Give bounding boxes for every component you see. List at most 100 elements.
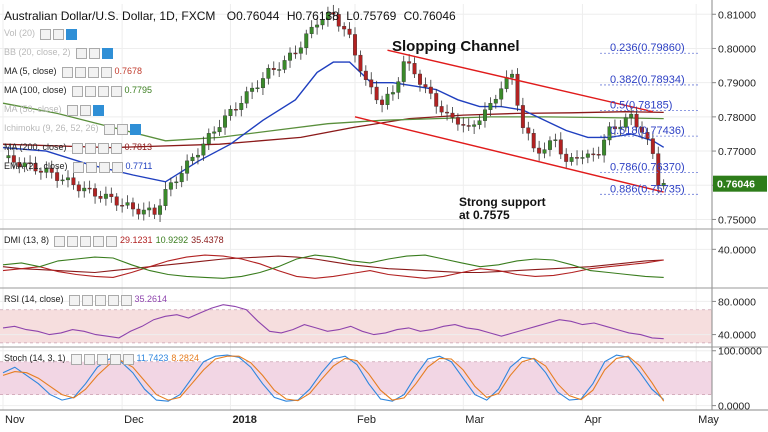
candle-body [407, 61, 412, 64]
candle-body [136, 208, 141, 215]
indicator-controls [60, 66, 112, 78]
fib-level-label: 0.5(0.78185) [610, 100, 672, 112]
indicator-row[interactable]: MA (5, close) 0.7678 [4, 65, 142, 78]
settings-icon[interactable] [75, 47, 87, 59]
settings-icon[interactable] [100, 66, 112, 78]
candle-body [537, 147, 542, 154]
candle-body [195, 154, 200, 158]
candle-body [141, 209, 146, 215]
settings-icon[interactable] [110, 85, 122, 97]
support-annotation-line2: at 0.7575 [459, 208, 510, 222]
settings-icon[interactable] [85, 161, 97, 173]
panel-indicator-name: DMI (13, 8) [4, 235, 50, 245]
candle-body [6, 155, 11, 159]
candle-body [564, 153, 569, 162]
settings-icon[interactable] [71, 85, 83, 97]
settings-icon[interactable] [70, 353, 82, 365]
visibility-toggle-icon[interactable] [129, 123, 141, 135]
settings-icon[interactable] [81, 294, 93, 306]
settings-icon[interactable] [97, 142, 109, 154]
settings-icon[interactable] [97, 85, 109, 97]
visibility-toggle-icon[interactable] [101, 47, 113, 59]
panel-indicator-value: 29.1231 [120, 235, 153, 245]
settings-icon[interactable] [53, 28, 65, 40]
x-tick-label: Apr [584, 414, 601, 426]
panel-tick-label: 80.0000 [718, 296, 756, 308]
candle-body [125, 202, 130, 206]
settings-icon[interactable] [96, 353, 108, 365]
x-tick-label: 2018 [232, 414, 256, 426]
indicator-row[interactable]: MA (50, close) [4, 103, 104, 116]
indicator-row[interactable]: Ichimoku (9, 26, 52, 26) [4, 122, 141, 135]
settings-icon[interactable] [98, 161, 110, 173]
settings-icon[interactable] [61, 66, 73, 78]
candle-body [353, 34, 357, 56]
settings-icon[interactable] [84, 85, 96, 97]
settings-icon[interactable] [110, 142, 122, 154]
candle-body [33, 162, 38, 172]
candle-body [131, 202, 135, 210]
visibility-toggle-icon[interactable] [66, 28, 78, 40]
settings-icon[interactable] [111, 161, 123, 173]
settings-icon[interactable] [40, 28, 52, 40]
candle-body [580, 157, 585, 159]
panel-indicator-value: 10.9292 [155, 235, 189, 245]
settings-icon[interactable] [94, 294, 106, 306]
candle-body [558, 139, 563, 155]
candle-body [60, 179, 65, 182]
candle-body [163, 189, 168, 206]
indicator-row[interactable]: Vol (20) [4, 27, 78, 40]
panel-indicator-value: 35.4378 [191, 235, 224, 245]
indicator-row[interactable]: MA (200, close) 0.7813 [4, 141, 152, 154]
last-price-tag [713, 175, 767, 192]
candle-body [434, 93, 439, 107]
candle-body [472, 124, 477, 127]
panel-indicator-value: 35.2614 [134, 294, 168, 304]
settings-icon[interactable] [66, 104, 78, 116]
panel-legend[interactable]: Stoch (14, 3, 1) 11.7423 8.2824 [4, 352, 199, 365]
open-value: 0.76044 [236, 9, 280, 23]
panel-legend[interactable]: RSI (14, close) 35.2614 [4, 293, 167, 306]
settings-icon[interactable] [120, 294, 132, 306]
settings-icon[interactable] [116, 123, 128, 135]
candle-body [650, 138, 655, 154]
settings-icon[interactable] [93, 235, 105, 247]
settings-icon[interactable] [87, 66, 99, 78]
panel-tick-label: 40.0000 [718, 244, 756, 256]
indicator-row[interactable]: BB (20, close, 2) [4, 46, 113, 59]
panel-indicator-name: RSI (14, close) [4, 294, 64, 304]
settings-icon[interactable] [71, 142, 83, 154]
candle-body [585, 153, 590, 158]
candle-body [618, 126, 623, 130]
panel-legend[interactable]: DMI (13, 8) 29.1231 10.9292 35.4378 [4, 234, 224, 247]
settings-icon[interactable] [67, 235, 79, 247]
candle-body [623, 117, 628, 128]
settings-icon[interactable] [80, 235, 92, 247]
settings-icon[interactable] [122, 353, 134, 365]
candle-body [109, 193, 114, 197]
settings-icon[interactable] [88, 47, 100, 59]
y-tick-label: 0.78000 [718, 112, 756, 124]
settings-icon[interactable] [68, 294, 80, 306]
indicator-row[interactable]: EMA (21, close) 0.7711 [4, 160, 152, 173]
candle-body [380, 99, 385, 105]
settings-icon[interactable] [83, 353, 95, 365]
settings-icon[interactable] [109, 353, 121, 365]
settings-icon[interactable] [107, 294, 119, 306]
candle-body [239, 103, 244, 110]
fib-level-label: 0.886(0.75735) [610, 183, 685, 195]
panel-controls [67, 294, 132, 306]
settings-icon[interactable] [79, 104, 91, 116]
visibility-toggle-icon[interactable] [92, 104, 104, 116]
settings-icon[interactable] [74, 66, 86, 78]
indicator-row[interactable]: MA (100, close) 0.7795 [4, 84, 152, 97]
x-tick-label: Mar [465, 414, 484, 426]
settings-icon[interactable] [54, 235, 66, 247]
candle-body [445, 111, 450, 114]
candle-body [331, 12, 336, 15]
candle-body [49, 167, 54, 173]
settings-icon[interactable] [72, 161, 84, 173]
settings-icon[interactable] [84, 142, 96, 154]
settings-icon[interactable] [103, 123, 115, 135]
settings-icon[interactable] [106, 235, 118, 247]
